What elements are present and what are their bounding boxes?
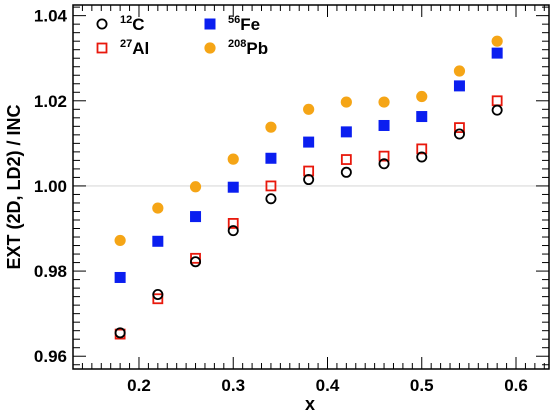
data-point-pb: [189, 181, 202, 193]
data-point-fe: [303, 136, 315, 148]
data-point-c: [378, 158, 390, 170]
data-point-al: [265, 180, 277, 192]
legend-label-al: 27Al: [120, 38, 149, 58]
legend-label-c: 12C: [120, 14, 145, 34]
legend-item-al: 27Al: [96, 38, 149, 58]
data-point-fe: [340, 126, 352, 138]
data-point-c: [491, 104, 503, 116]
legend-marker-fe: [204, 18, 216, 30]
legend-marker-pb: [204, 42, 216, 54]
data-point-pb: [491, 35, 503, 47]
legend-label-pb: 208Pb: [228, 38, 268, 58]
data-point-al: [378, 150, 390, 162]
data-point-pb: [453, 65, 466, 77]
y-tick-label: 0.96: [34, 347, 67, 366]
y-tick-label: 1.02: [34, 92, 67, 111]
x-tick-label: 0.6: [504, 376, 528, 395]
data-point-fe: [114, 271, 126, 283]
data-point-pb: [303, 103, 315, 115]
data-point-fe: [378, 119, 390, 131]
legend-marker-c: [96, 18, 108, 30]
data-point-c: [453, 128, 465, 140]
data-point-pb: [227, 153, 239, 165]
x-tick-label: 0.4: [316, 376, 340, 395]
data-point-c: [265, 193, 277, 205]
legend-item-fe: 56Fe: [204, 14, 260, 34]
x-tick-label: 0.3: [221, 376, 245, 395]
x-tick-label: 0.2: [127, 376, 151, 395]
y-tick-label: 1.04: [34, 7, 68, 26]
y-axis-title: EXT (2D, LD2) / INC: [4, 104, 24, 269]
data-point-fe: [190, 211, 202, 223]
x-axis-title: x: [305, 394, 315, 414]
data-point-al: [227, 217, 239, 229]
data-point-al: [454, 122, 465, 134]
y-tick-label: 1.00: [34, 177, 67, 196]
data-point-al: [416, 143, 428, 155]
data-point-pb: [340, 96, 352, 108]
data-point-c: [416, 151, 428, 163]
data-point-c: [190, 256, 202, 268]
data-point-c: [340, 166, 352, 178]
data-point-al: [340, 154, 352, 165]
legend: 12C 27Al 56Fe 208Pb: [96, 14, 268, 58]
data-point-pb: [114, 234, 126, 247]
data-point-c: [227, 225, 239, 237]
data-point-c: [152, 288, 164, 300]
plot-area: [73, 5, 549, 369]
plot-frame: [72, 4, 550, 370]
data-point-fe: [416, 111, 428, 123]
data-point-pb: [152, 202, 164, 214]
y-tick-label: 0.98: [34, 262, 67, 281]
data-point-fe: [491, 47, 503, 59]
data-point-c: [303, 174, 315, 186]
legend-label-fe: 56Fe: [228, 14, 260, 34]
data-point-fe: [265, 152, 277, 164]
data-point-pb: [416, 90, 428, 103]
data-point-pb: [378, 96, 390, 108]
data-point-fe: [227, 181, 239, 193]
data-point-c: [114, 327, 126, 339]
legend-marker-al: [96, 42, 108, 54]
data-point-fe: [152, 235, 164, 247]
data-point-fe: [453, 80, 465, 92]
data-point-al: [190, 252, 201, 264]
legend-item-c: 12C: [96, 14, 145, 34]
data-point-al: [152, 293, 164, 305]
legend-item-pb: 208Pb: [204, 38, 268, 58]
data-point-pb: [265, 121, 277, 133]
x-tick-label: 0.5: [410, 376, 434, 395]
